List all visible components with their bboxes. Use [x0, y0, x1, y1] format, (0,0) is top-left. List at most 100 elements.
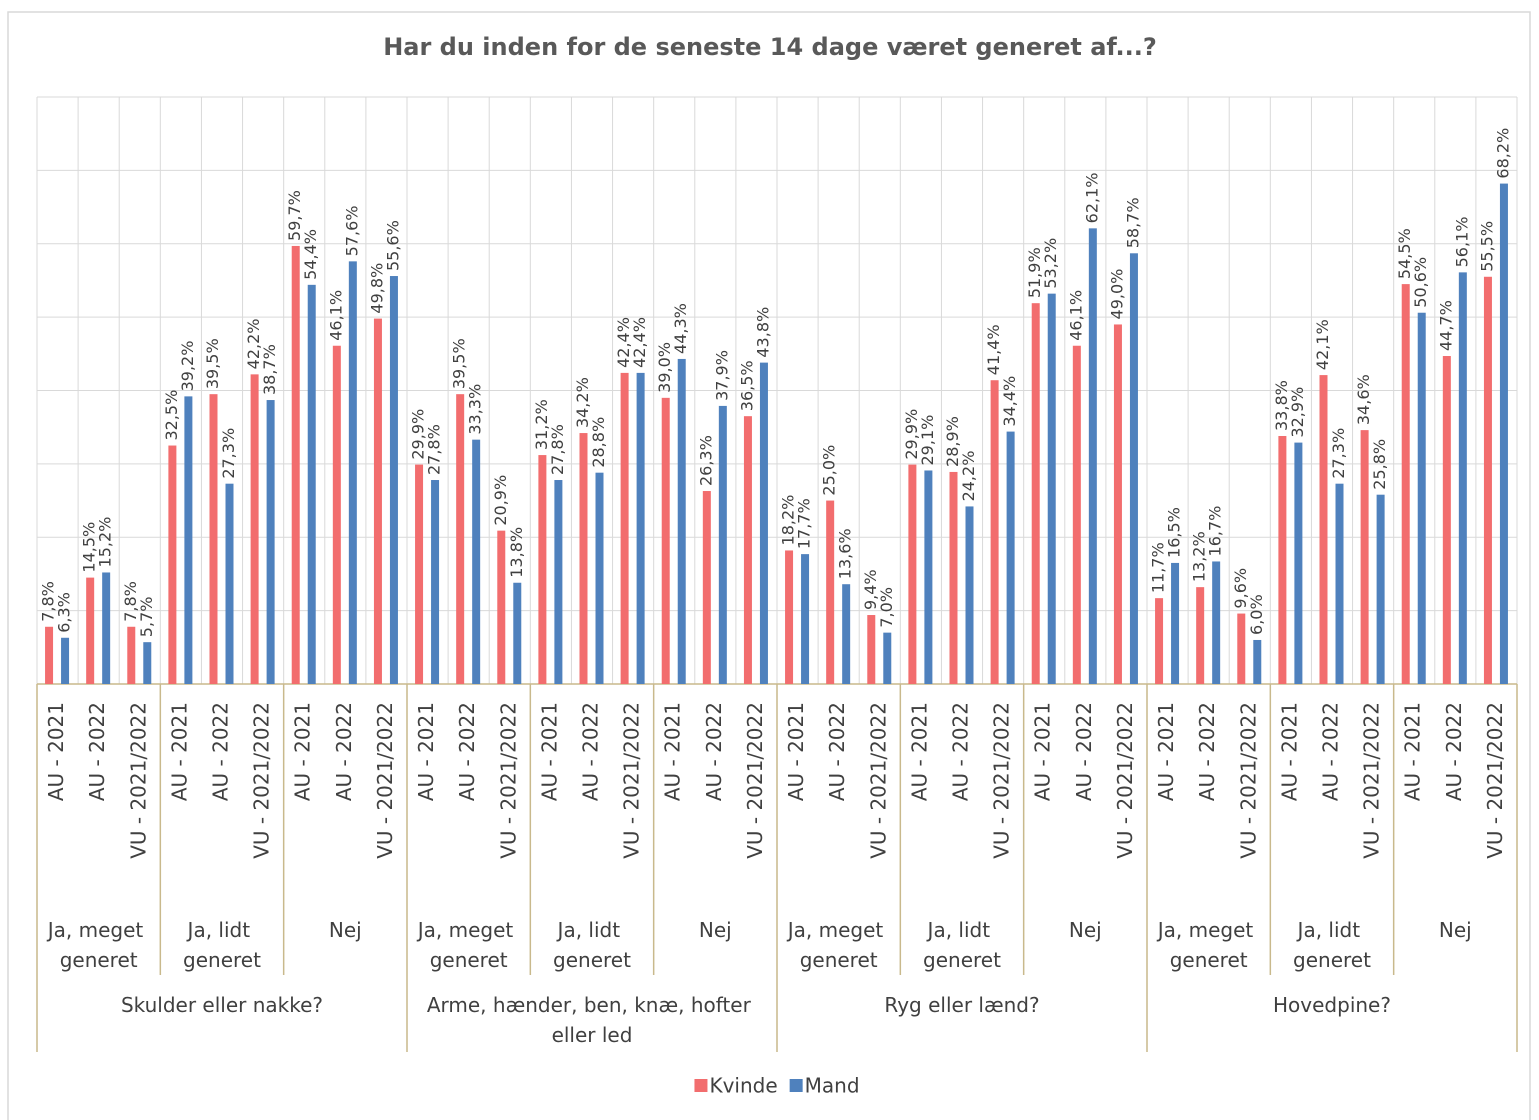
bar	[1499, 183, 1508, 684]
subgroup-label: Ja, lidt generet	[183, 918, 261, 972]
bar	[883, 632, 892, 684]
x-tick-label: VU - 2021/2022	[990, 702, 1014, 859]
subgroup-label: Ja, lidt generet	[1293, 918, 1371, 972]
x-tick-label: VU - 2021/2022	[1483, 702, 1507, 859]
subgroup-label: Nej	[699, 918, 732, 942]
bar	[456, 394, 465, 684]
value-label: 33,3%	[466, 384, 485, 435]
value-label: 20,9%	[491, 475, 510, 526]
bar	[908, 464, 917, 684]
value-label: 44,3%	[671, 303, 690, 354]
value-label: 42,1%	[1313, 319, 1332, 370]
value-label: 34,2%	[573, 377, 592, 428]
value-label: 51,9%	[1025, 247, 1044, 298]
x-tick-label: AU - 2022	[1195, 702, 1219, 801]
value-label: 31,2%	[532, 399, 551, 450]
value-label: 55,6%	[383, 220, 402, 271]
value-label: 39,5%	[203, 338, 222, 389]
bar	[990, 380, 999, 684]
x-tick-label: VU - 2021/2022	[126, 702, 150, 859]
x-tick-label: AU - 2021	[414, 702, 438, 801]
bar	[348, 261, 357, 684]
bar	[1088, 228, 1097, 684]
value-label: 27,3%	[219, 428, 238, 479]
chart-title: Har du inden for de seneste 14 dage være…	[383, 33, 1157, 61]
bar	[168, 445, 177, 684]
bar	[785, 550, 794, 684]
x-tick-label: VU - 2021/2022	[620, 702, 644, 859]
bar	[595, 472, 604, 684]
value-label: 16,7%	[1206, 506, 1225, 557]
x-tick-label: AU - 2022	[579, 702, 603, 801]
bar	[250, 374, 259, 684]
value-label: 28,9%	[943, 416, 962, 467]
value-label: 38,7%	[260, 344, 279, 395]
x-tick-label: AU - 2021	[291, 702, 315, 801]
x-tick-label: AU - 2022	[1442, 702, 1466, 801]
value-label: 54,4%	[301, 229, 320, 280]
value-label: 17,7%	[795, 498, 814, 549]
bar	[554, 480, 563, 684]
value-label: 42,2%	[244, 319, 263, 370]
bar	[1212, 561, 1221, 684]
value-label: 32,5%	[162, 390, 181, 441]
x-tick-label: AU - 2021	[1154, 702, 1178, 801]
bar	[661, 397, 670, 684]
bar	[1196, 587, 1205, 684]
bar	[143, 642, 152, 684]
bar	[949, 471, 958, 684]
bar	[61, 637, 70, 684]
value-label: 13,8%	[507, 527, 526, 578]
group-label: Ryg eller lænd?	[884, 993, 1039, 1017]
value-label: 46,1%	[1066, 290, 1085, 341]
subgroup-label: Ja, meget generet	[46, 918, 150, 972]
x-tick-label: AU - 2021	[537, 702, 561, 801]
legend: Kvinde Mand	[694, 1074, 860, 1098]
value-label: 6,0%	[1247, 594, 1266, 635]
bar	[842, 584, 851, 684]
bar	[373, 318, 382, 684]
bar	[677, 358, 686, 684]
value-label: 34,6%	[1354, 374, 1373, 425]
value-label: 28,8%	[589, 417, 608, 468]
bar	[1319, 375, 1328, 684]
x-tick-label: VU - 2021/2022	[1113, 702, 1137, 859]
legend-label: Mand	[805, 1074, 860, 1098]
bar	[1483, 276, 1492, 684]
bar	[266, 400, 275, 684]
group-label: Arme, hænder, ben, knæ, hofter eller led	[427, 993, 757, 1047]
x-tick-label: AU - 2022	[825, 702, 849, 801]
bar	[513, 582, 522, 684]
x-tick-label: AU - 2022	[949, 702, 973, 801]
bar	[1155, 598, 1164, 684]
subgroup-label: Ja, meget generet	[1156, 918, 1260, 972]
value-label: 32,9%	[1288, 387, 1307, 438]
value-label: 39,5%	[450, 338, 469, 389]
bar	[1006, 431, 1015, 684]
value-label: 7,0%	[877, 587, 896, 628]
bar	[1253, 639, 1262, 684]
value-label: 13,2%	[1190, 531, 1209, 582]
bar	[86, 577, 95, 684]
value-label: 14,5%	[80, 522, 99, 573]
bar	[867, 615, 876, 684]
x-tick-label: VU - 2021/2022	[1236, 702, 1260, 859]
bar	[209, 394, 218, 684]
value-label: 5,7%	[137, 597, 156, 638]
value-label: 15,2%	[96, 517, 115, 568]
bar	[1458, 272, 1467, 684]
bar	[1047, 293, 1056, 684]
value-label: 27,8%	[548, 424, 567, 475]
subgroup-label: Nej	[329, 918, 362, 942]
bar	[1376, 494, 1385, 684]
subgroup-label: Ja, meget generet	[786, 918, 890, 972]
x-tick-label: AU - 2021	[661, 702, 685, 801]
bar	[1171, 562, 1180, 684]
value-label: 18,2%	[779, 495, 798, 546]
x-tick-label: AU - 2022	[85, 702, 109, 801]
x-tick-label: AU - 2021	[1031, 702, 1055, 801]
value-label: 29,9%	[409, 409, 428, 460]
subgroup-label: Nej	[1439, 918, 1472, 942]
value-label: 46,1%	[326, 290, 345, 341]
